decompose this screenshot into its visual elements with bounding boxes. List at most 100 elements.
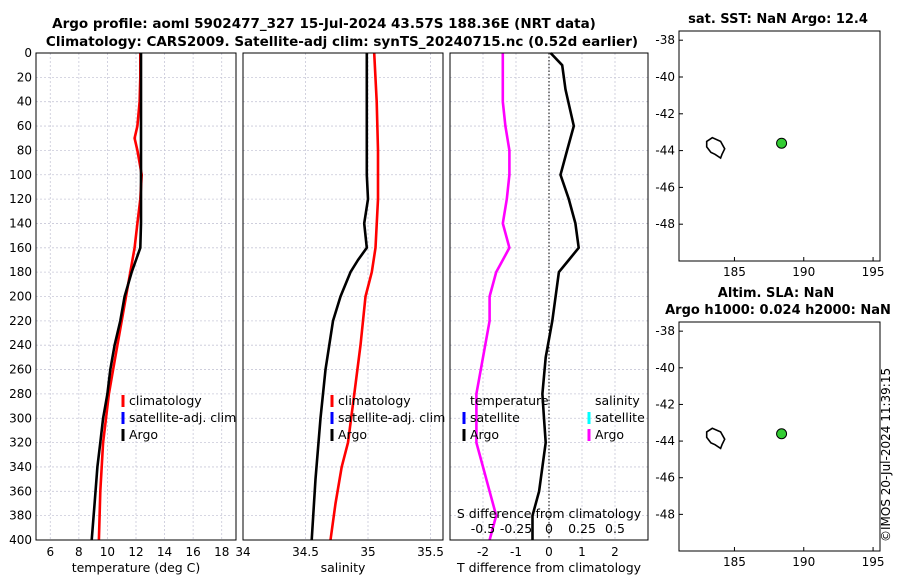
panel-temperature: 0 20 40 60 80 100 120 140 160 180 200 220 240 260 280 3… bbox=[9, 46, 237, 575]
map-frame bbox=[678, 321, 881, 552]
map-y-tick-label: -40 bbox=[655, 361, 675, 375]
legend-label: satellite-adj. clim bbox=[338, 410, 445, 425]
legend-label: satellite bbox=[595, 410, 645, 425]
x-tick-label: 35.5 bbox=[417, 545, 444, 559]
x-tick-label: 1 bbox=[578, 545, 586, 559]
series-s-diff-argo bbox=[475, 53, 511, 541]
map-x-tick-label: 190 bbox=[792, 555, 815, 569]
depth-tick-label: 280 bbox=[9, 387, 32, 401]
map-y-tick-label: -38 bbox=[655, 33, 675, 47]
x-tick-label: 2 bbox=[611, 545, 619, 559]
map-x-tick-label: 190 bbox=[792, 265, 815, 279]
map-x-tick-label: 185 bbox=[723, 265, 746, 279]
float-marker bbox=[776, 137, 788, 149]
map-frame bbox=[678, 30, 881, 262]
x-axis-label: temperature (deg C) bbox=[72, 560, 201, 575]
legend-label: satellite-adj. clim bbox=[129, 410, 236, 425]
legend-label: Argo bbox=[129, 427, 158, 442]
depth-tick-label: 180 bbox=[9, 265, 32, 279]
map-y-tick-label: -42 bbox=[655, 397, 675, 411]
axes-frame bbox=[35, 52, 237, 541]
title-line2: Climatology: CARS2009. Satellite-adj cli… bbox=[46, 34, 638, 50]
x-tick-label: 6 bbox=[46, 545, 54, 559]
s-tick-label: 0.25 bbox=[568, 521, 596, 536]
axes-frame bbox=[449, 52, 649, 541]
x-tick-label: 35 bbox=[360, 545, 375, 559]
series-t-diff-argo bbox=[531, 52, 581, 540]
s-tick-label: -0.5 bbox=[471, 521, 495, 536]
map-y-tick-label: -40 bbox=[655, 70, 675, 84]
legend-label: temperature bbox=[470, 393, 549, 408]
map-title-sst: sat. SST: NaN Argo: 12.4 bbox=[688, 12, 868, 27]
depth-tick-label: 20 bbox=[17, 70, 32, 84]
x-tick-label: -2 bbox=[477, 545, 489, 559]
x-tick-label: 8 bbox=[75, 545, 83, 559]
map-x-tick-label: 195 bbox=[862, 555, 885, 569]
panel-difference: -2 -1 0 1 2T difference from climatology temp… bbox=[449, 52, 649, 575]
x-tick-label: -1 bbox=[510, 545, 522, 559]
map-y-tick-label: -44 bbox=[655, 144, 675, 158]
legend-label: salinity bbox=[595, 393, 640, 408]
map-title-sla-2: Argo h1000: 0.024 h2000: NaN bbox=[665, 303, 891, 318]
depth-tick-label: 240 bbox=[9, 338, 32, 352]
x-tick-label: 18 bbox=[214, 545, 229, 559]
legend-label: Argo bbox=[595, 427, 624, 442]
depth-tick-label: 0 bbox=[24, 46, 32, 60]
series-argo bbox=[310, 53, 370, 541]
depth-tick-label: 160 bbox=[9, 241, 32, 255]
depth-tick-label: 260 bbox=[9, 363, 32, 377]
map-y-tick-label: -48 bbox=[655, 507, 675, 521]
x-tick-label: 16 bbox=[186, 545, 201, 559]
x-tick-label: 12 bbox=[128, 545, 143, 559]
depth-tick-label: 380 bbox=[9, 509, 32, 523]
map-y-tick-label: -38 bbox=[655, 324, 675, 338]
panel-salinity: 34 34.5 35 35.5 salinity climatology satellite… bbox=[235, 52, 445, 575]
series-climatology bbox=[97, 53, 143, 541]
legend-label: climatology bbox=[129, 393, 202, 408]
depth-tick-label: 140 bbox=[9, 216, 32, 230]
depth-tick-label: 60 bbox=[17, 119, 32, 133]
s-axis-label: S difference from climatology bbox=[457, 506, 642, 521]
depth-tick-label: 220 bbox=[9, 314, 32, 328]
legend-label: climatology bbox=[338, 393, 411, 408]
s-tick-label: -0.25 bbox=[500, 521, 532, 536]
title-line1: Argo profile: aoml 5902477_327 15-Jul-20… bbox=[52, 16, 596, 32]
map-y-tick-label: -48 bbox=[655, 217, 675, 231]
map-x-tick-label: 185 bbox=[723, 555, 746, 569]
depth-tick-label: 80 bbox=[17, 143, 32, 157]
s-tick-label: 0.5 bbox=[605, 521, 625, 536]
panel-map_sst: -38 -40 -42 -44 -46 -48 185 190 195 bbox=[655, 30, 885, 279]
x-tick-label: 34.5 bbox=[292, 545, 319, 559]
x-tick-label: 10 bbox=[100, 545, 115, 559]
depth-tick-label: 400 bbox=[9, 533, 32, 547]
legend-label: satellite bbox=[470, 410, 520, 425]
legend-label: Argo bbox=[338, 427, 367, 442]
map-y-tick-label: -46 bbox=[655, 471, 675, 485]
depth-tick-label: 300 bbox=[9, 411, 32, 425]
depth-tick-label: 100 bbox=[9, 168, 32, 182]
map-title-sla-1: Altim. SLA: NaN bbox=[718, 286, 834, 301]
map-y-tick-label: -42 bbox=[655, 107, 675, 121]
timestamp: ©IMOS 20-Jul-2024 11:39:15 bbox=[879, 368, 893, 542]
depth-tick-label: 40 bbox=[17, 95, 32, 109]
x-axis-label: salinity bbox=[321, 560, 366, 575]
series-argo bbox=[90, 53, 143, 541]
depth-tick-label: 200 bbox=[9, 290, 32, 304]
float-marker bbox=[776, 428, 788, 440]
x-axis-label: T difference from climatology bbox=[456, 560, 642, 575]
panel-map_sla: -38 -40 -42 -44 -46 -48 185 190 195 bbox=[655, 321, 885, 569]
x-tick-label: 14 bbox=[157, 545, 172, 559]
legend-label: Argo bbox=[470, 427, 499, 442]
depth-tick-label: 340 bbox=[9, 460, 32, 474]
series-climatology bbox=[329, 52, 380, 541]
depth-tick-label: 120 bbox=[9, 192, 32, 206]
s-tick-label: 0 bbox=[545, 521, 553, 536]
depth-tick-label: 360 bbox=[9, 484, 32, 498]
x-tick-label: 0 bbox=[545, 545, 553, 559]
map-y-tick-label: -46 bbox=[655, 180, 675, 194]
axes-frame bbox=[242, 52, 444, 541]
depth-tick-label: 320 bbox=[9, 436, 32, 450]
coastline bbox=[705, 427, 726, 450]
coastline bbox=[705, 136, 726, 160]
